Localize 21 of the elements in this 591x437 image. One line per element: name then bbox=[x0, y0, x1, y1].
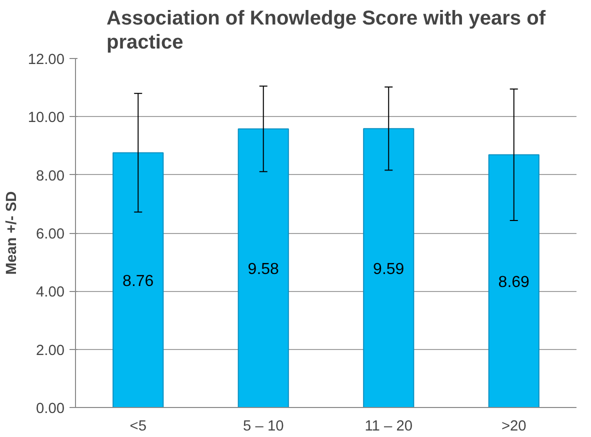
bar bbox=[112, 152, 164, 408]
chart-title: Association of Knowledge Score with years of practice bbox=[106, 7, 546, 54]
bar bbox=[238, 128, 289, 408]
y-tick-label: 10.00 bbox=[28, 110, 65, 126]
x-tick-label: <5 bbox=[130, 418, 146, 434]
data-label: 9.59 bbox=[373, 261, 404, 278]
bar bbox=[363, 128, 414, 408]
data-label: 8.76 bbox=[122, 273, 154, 290]
y-tick-label: 4.00 bbox=[36, 284, 65, 301]
y-tick-label: 8.00 bbox=[36, 168, 65, 184]
data-label: 9.58 bbox=[248, 261, 280, 278]
bar bbox=[488, 154, 540, 408]
y-tick-label: 6.00 bbox=[36, 226, 65, 242]
x-tick-label: >20 bbox=[501, 418, 526, 434]
x-tick-label: 11 – 20 bbox=[364, 418, 413, 434]
y-tick-label: 12.00 bbox=[28, 52, 65, 68]
y-tick-label: 2.00 bbox=[36, 342, 65, 359]
data-label: 8.69 bbox=[498, 274, 530, 292]
x-tick-label: 5 – 10 bbox=[243, 418, 284, 434]
y-axis-title: Mean +/- SD bbox=[4, 191, 20, 275]
y-tick-label: 0.00 bbox=[36, 401, 65, 417]
